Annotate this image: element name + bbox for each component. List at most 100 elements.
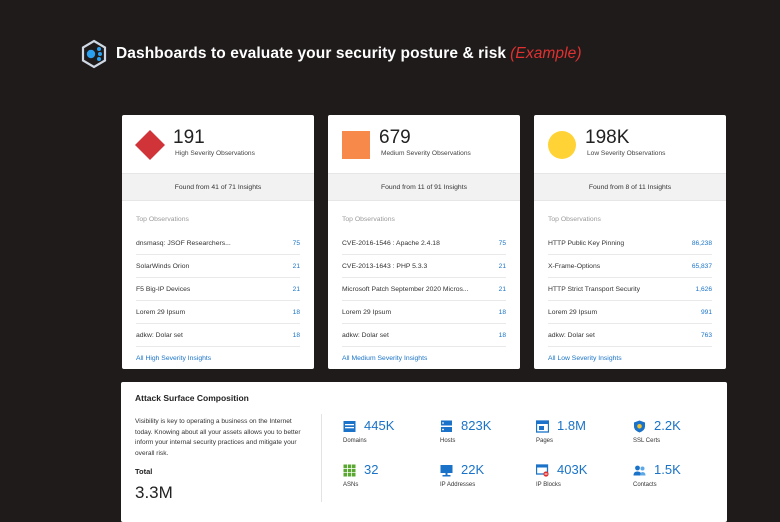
low-severity-card: 198K Low Severity Observations Found fro… [534, 115, 726, 369]
observation-row[interactable]: F5 Big-IP Devices 21 [136, 278, 300, 301]
found-from-insights: Found from 11 of 91 Insights [328, 173, 520, 201]
observation-count[interactable]: 75 [292, 239, 300, 247]
low-severity-circle-icon [548, 131, 576, 159]
observation-name: F5 Big-IP Devices [136, 285, 191, 293]
observation-row[interactable]: X-Frame-Options 65,837 [548, 255, 712, 278]
observation-count[interactable]: 18 [498, 331, 506, 339]
observation-row[interactable]: Lorem 29 Ipsum 18 [136, 301, 300, 324]
observation-name: X-Frame-Options [548, 262, 601, 270]
attack-surface-title: Attack Surface Composition [135, 393, 249, 403]
observation-count[interactable]: 1,626 [695, 285, 712, 293]
observation-count[interactable]: 21 [292, 262, 300, 270]
observation-name: Microsoft Patch September 2020 Micros... [342, 285, 469, 293]
observation-name: adkw: Dolar set [342, 331, 389, 339]
observation-row[interactable]: HTTP Public Key Pinning 86,238 [548, 232, 712, 255]
observation-row[interactable]: Microsoft Patch September 2020 Micros...… [342, 278, 506, 301]
stat-value: 403K [557, 462, 588, 477]
stat-value: 22K [461, 462, 485, 477]
ip-address-icon [440, 465, 453, 477]
observation-row[interactable]: adkw: Dolar set 18 [136, 324, 300, 347]
high-severity-diamond-icon [135, 130, 165, 160]
attack-surface-panel: Attack Surface Composition Visibility is… [121, 382, 727, 522]
medium-severity-card: 679 Medium Severity Observations Found f… [328, 115, 520, 369]
panel-divider [321, 414, 322, 502]
stat-label: Pages [536, 438, 554, 444]
all-low-severity-link[interactable]: All Low Severity Insights [548, 355, 622, 362]
observation-row[interactable]: HTTP Strict Transport Security 1,626 [548, 278, 712, 301]
severity-label: Low Severity Observations [587, 150, 666, 157]
found-from-insights: Found from 8 of 11 Insights [534, 173, 726, 201]
observation-row[interactable]: adkw: Dolar set 18 [342, 324, 506, 347]
observation-count[interactable]: 21 [292, 285, 300, 293]
attack-surface-description: Visibility is key to operating a busines… [135, 418, 301, 457]
observation-count[interactable]: 991 [700, 308, 712, 316]
found-from-insights: Found from 41 of 71 Insights [122, 173, 314, 201]
observation-count[interactable]: 18 [292, 331, 300, 339]
domains-icon [343, 421, 356, 432]
observation-name: CVE-2013-1643 : PHP 5.3.3 [342, 262, 428, 270]
observation-count[interactable]: 21 [498, 285, 506, 293]
observation-name: Lorem 29 Ipsum [136, 308, 186, 316]
severity-label: High Severity Observations [175, 150, 255, 157]
total-value: 3.3M [135, 483, 173, 502]
stat-label: Contacts [633, 482, 657, 488]
severity-label: Medium Severity Observations [381, 150, 471, 157]
observation-name: adkw: Dolar set [136, 331, 183, 339]
stat-label: SSL Certs [633, 438, 661, 444]
example-tag: (Example) [510, 45, 582, 62]
observation-name: SolarWinds Orion [136, 262, 190, 270]
observation-row[interactable]: CVE-2013-1643 : PHP 5.3.3 21 [342, 255, 506, 278]
stat-value: 823K [461, 418, 492, 433]
observation-count[interactable]: 18 [292, 308, 300, 316]
observation-row[interactable]: CVE-2016-1546 : Apache 2.4.18 75 [342, 232, 506, 255]
observation-name: Lorem 29 Ipsum [548, 308, 598, 316]
top-observations-label: Top Observations [342, 216, 395, 223]
top-observations-label: Top Observations [548, 216, 601, 223]
stat-value: 445K [364, 418, 395, 433]
observation-row[interactable]: Lorem 29 Ipsum 18 [342, 301, 506, 324]
observation-row[interactable]: dnsmasq: JSOF Researchers... 75 [136, 232, 300, 255]
ssl-cert-icon [634, 420, 645, 433]
hosts-icon [441, 420, 452, 432]
observation-name: dnsmasq: JSOF Researchers... [136, 239, 231, 247]
observation-row[interactable]: SolarWinds Orion 21 [136, 255, 300, 278]
all-medium-severity-link[interactable]: All Medium Severity Insights [342, 355, 428, 362]
severity-count: 191 [173, 127, 205, 148]
stat-value: 32 [364, 462, 379, 477]
ip-block-icon [536, 464, 549, 477]
page-title: Dashboards to evaluate your security pos… [116, 45, 582, 62]
observation-row[interactable]: Lorem 29 Ipsum 991 [548, 301, 712, 324]
all-high-severity-link[interactable]: All High Severity Insights [136, 355, 212, 362]
severity-count: 679 [379, 127, 411, 148]
stat-label: ASNs [343, 482, 359, 488]
medium-severity-square-icon [342, 131, 370, 159]
observation-name: CVE-2016-1546 : Apache 2.4.18 [342, 239, 440, 247]
observation-name: Lorem 29 Ipsum [342, 308, 392, 316]
observation-row[interactable]: adkw: Dolar set 763 [548, 324, 712, 347]
severity-count: 198K [585, 127, 630, 148]
observation-count[interactable]: 18 [498, 308, 506, 316]
observation-count[interactable]: 21 [498, 262, 506, 270]
stat-label: IP Addresses [440, 482, 476, 488]
hexagon-network-icon [81, 39, 107, 69]
stat-value: 1.8M [557, 418, 586, 433]
stat-label: IP Blocks [536, 482, 561, 488]
stat-value: 2.2K [654, 418, 681, 433]
asn-grid-icon [343, 464, 356, 477]
stat-value: 1.5K [654, 462, 681, 477]
observation-count[interactable]: 86,238 [691, 239, 712, 247]
pages-icon [536, 420, 549, 433]
top-observations-label: Top Observations [136, 216, 189, 223]
observation-name: HTTP Strict Transport Security [548, 285, 641, 293]
observation-count[interactable]: 763 [700, 331, 712, 339]
stat-label: Domains [343, 438, 367, 444]
observation-name: adkw: Dolar set [548, 331, 595, 339]
observation-count[interactable]: 75 [498, 239, 506, 247]
stat-label: Hosts [440, 438, 456, 444]
high-severity-card: 191 High Severity Observations Found fro… [122, 115, 314, 369]
total-label: Total [135, 467, 153, 476]
observation-count[interactable]: 65,837 [691, 262, 712, 270]
page-header: Dashboards to evaluate your security pos… [79, 38, 582, 70]
observation-name: HTTP Public Key Pinning [548, 239, 625, 247]
contacts-icon [633, 465, 646, 476]
